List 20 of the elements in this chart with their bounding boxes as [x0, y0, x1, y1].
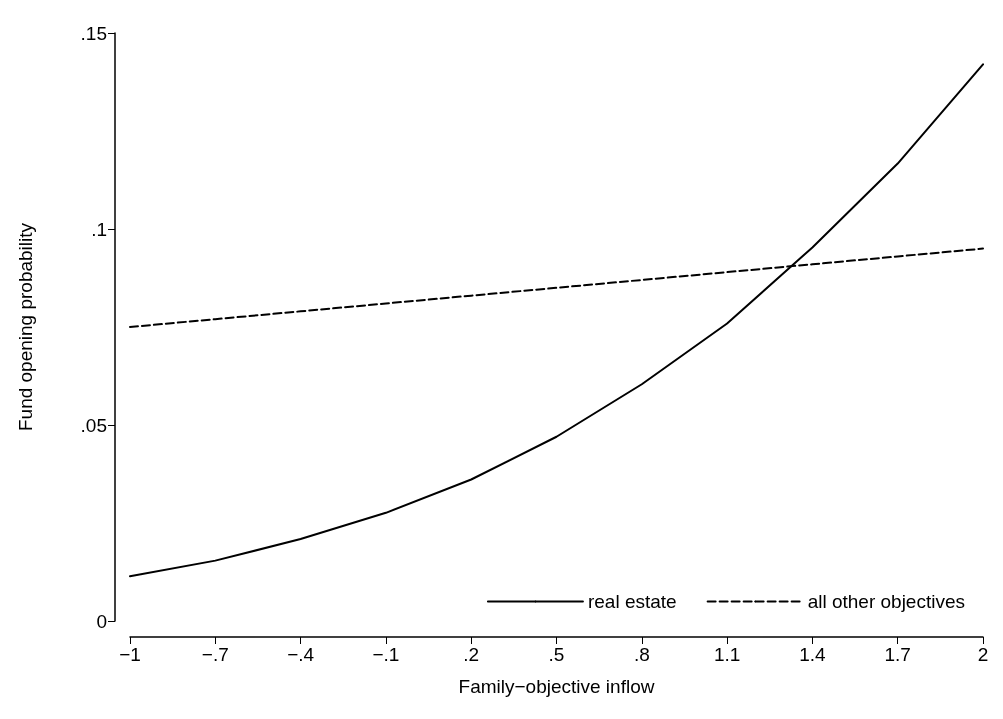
x-axis-title: Family−objective inflow: [458, 676, 655, 697]
x-tick-label: 1.4: [799, 644, 827, 665]
x-tick-label: −.7: [201, 644, 229, 665]
x-tick-label: 1.7: [884, 644, 911, 665]
legend-label: real estate: [587, 591, 677, 612]
legend-label: all other objectives: [807, 591, 966, 612]
x-tick-label: .5: [548, 644, 565, 665]
y-tick-label: 0: [96, 610, 107, 632]
x-tick-label: 2: [977, 644, 989, 665]
x-tick-label: 1.1: [713, 644, 741, 665]
y-tick-label: .1: [91, 218, 107, 240]
y-tick-label: .15: [80, 22, 107, 44]
line-series: [129, 63, 984, 578]
y-axis-title: Fund opening probability: [15, 222, 36, 432]
y-tick-label: .05: [80, 414, 107, 436]
x-tick-label: .2: [463, 644, 480, 665]
x-tick-label: .8: [633, 644, 650, 665]
x-tick-label: −.1: [372, 644, 400, 665]
x-tick-label: −1: [119, 644, 141, 665]
x-tick-label: −.4: [287, 644, 315, 665]
